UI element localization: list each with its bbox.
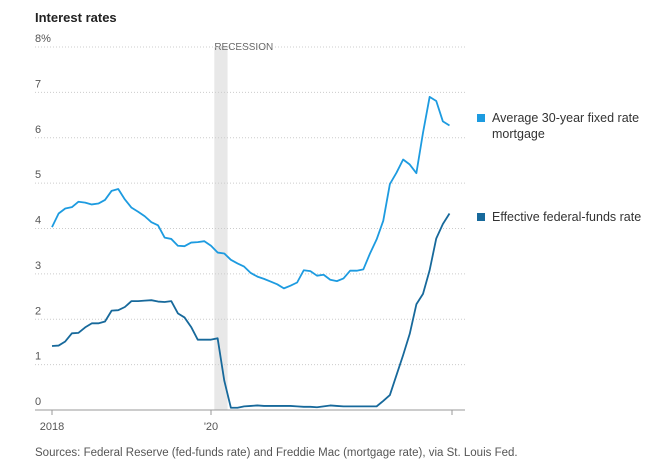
legend-entry: Average 30-year fixed rate mortgage	[477, 110, 663, 142]
y-tick-label: 7	[35, 78, 41, 90]
y-tick-label: 3	[35, 260, 41, 272]
y-tick-label: 8%	[35, 33, 51, 45]
x-tick-label: '20	[204, 421, 218, 433]
y-tick-label: 2	[35, 305, 41, 317]
source: Sources: Federal Reserve (fed-funds rate…	[35, 447, 518, 459]
y-tick-label: 1	[35, 351, 41, 363]
legend-swatch	[477, 213, 485, 221]
y-tick-label: 4	[35, 215, 41, 227]
x-tick-label: 2018	[40, 421, 64, 433]
legend-swatch	[477, 114, 485, 122]
series-line	[51, 213, 451, 409]
y-tick-label: 0	[35, 396, 41, 408]
legend-label: Effective federal-funds rate	[492, 210, 642, 224]
legend-entry: Effective federal-funds rate	[477, 209, 663, 225]
recession-label: RECESSION	[214, 42, 273, 53]
y-tick-label: 5	[35, 169, 41, 181]
y-tick-label: 6	[35, 124, 41, 136]
chart-title: Interest rates	[35, 10, 117, 25]
series-line	[51, 96, 450, 290]
legend-label: Average 30-year fixed rate mortgage	[492, 111, 640, 141]
